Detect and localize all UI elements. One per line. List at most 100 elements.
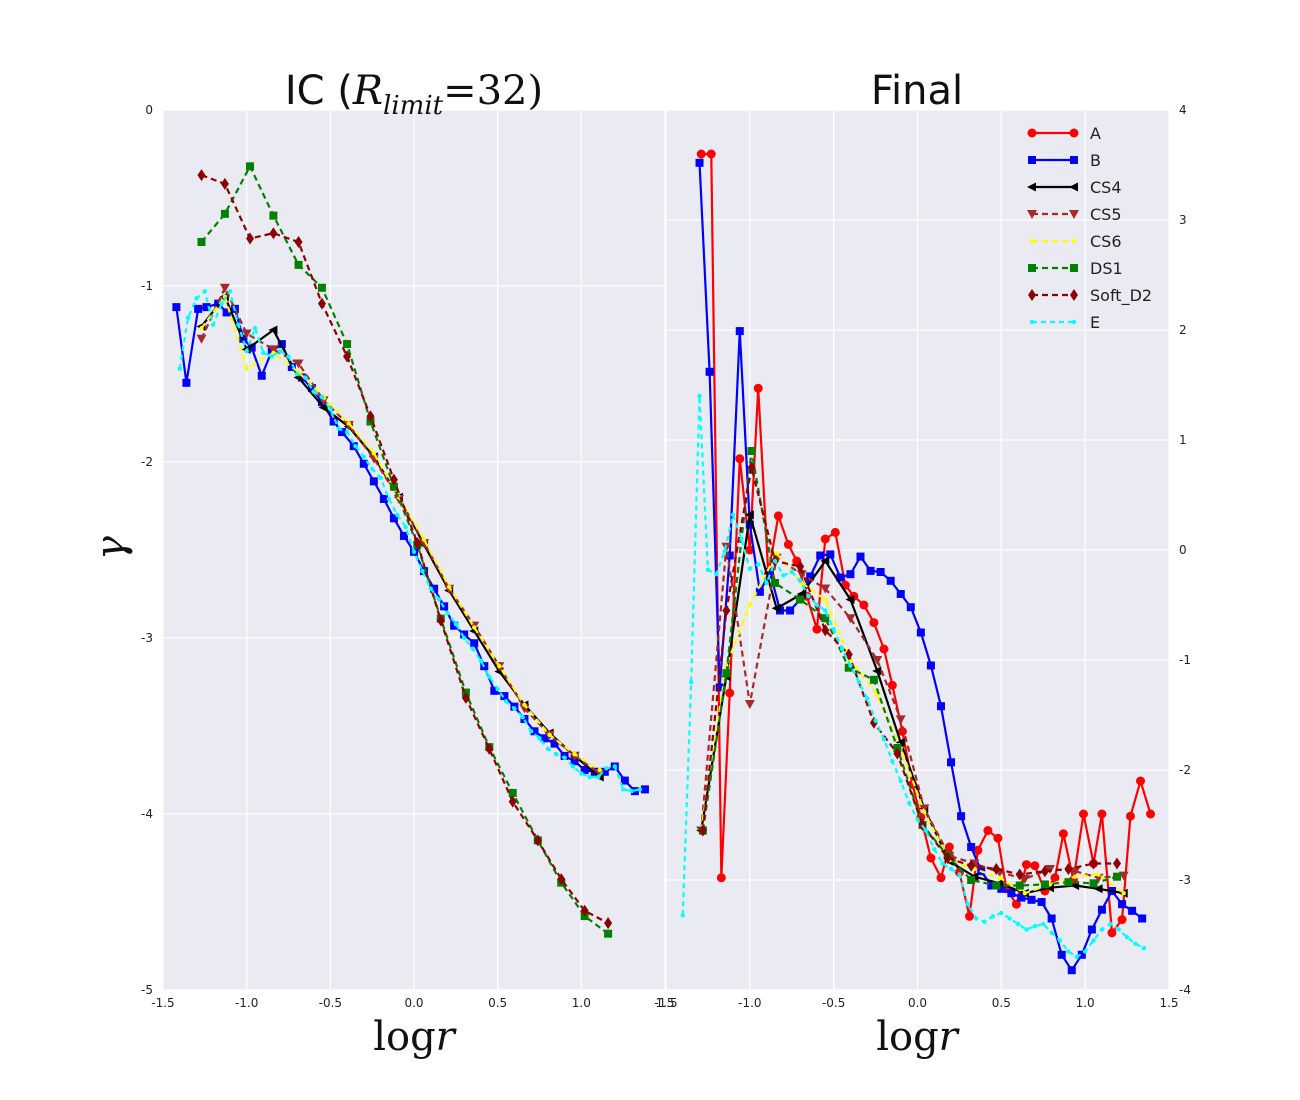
data-point (745, 545, 755, 555)
data-point (317, 297, 326, 310)
legend-item-e: E (1029, 313, 1100, 332)
data-point (923, 828, 929, 833)
data-point (948, 866, 954, 872)
data-point (1040, 865, 1049, 878)
data-point (1047, 914, 1056, 923)
data-point (821, 614, 830, 623)
ic-series (172, 162, 649, 938)
data-point (319, 394, 325, 400)
data-point (705, 367, 714, 376)
data-point (796, 570, 807, 580)
data-point (530, 727, 539, 736)
data-point (227, 289, 233, 294)
ic-x-axis-label: logr (373, 1014, 457, 1060)
data-point (831, 627, 836, 632)
data-point (194, 304, 203, 313)
data-point (460, 630, 469, 639)
data-point (706, 149, 716, 159)
legend-label: CS5 (1090, 205, 1122, 224)
data-point (992, 881, 1001, 890)
data-point (579, 771, 584, 776)
data-point (1024, 927, 1029, 932)
data-point (620, 776, 629, 785)
final-y-tick-label: 2 (1179, 323, 1187, 337)
data-point (503, 699, 509, 704)
data-point (399, 531, 408, 540)
data-point (317, 283, 326, 292)
data-point (872, 656, 883, 665)
final-series-cs5 (696, 542, 1129, 884)
data-point (796, 560, 805, 573)
series-line-ds1 (200, 165, 609, 935)
data-point (338, 428, 347, 437)
legend-marker (1071, 319, 1077, 325)
data-point (999, 910, 1004, 916)
data-point (1138, 914, 1147, 923)
data-point (772, 558, 778, 564)
legend-marker (1027, 182, 1036, 192)
data-point (528, 729, 534, 734)
data-point (478, 658, 484, 664)
data-point (318, 402, 328, 412)
data-point (353, 443, 358, 449)
data-point (1093, 873, 1104, 883)
series-line-soft-d2 (701, 466, 1118, 876)
data-point (329, 417, 338, 426)
data-point (820, 584, 831, 594)
data-point (722, 548, 727, 554)
data-point (1011, 899, 1021, 909)
data-point (219, 301, 224, 306)
data-point (419, 538, 430, 548)
data-point (386, 496, 392, 502)
data-point (774, 551, 779, 556)
data-point (820, 534, 830, 544)
final-y-tick-label: 3 (1179, 213, 1187, 227)
data-point (220, 209, 229, 218)
data-point (497, 663, 502, 669)
data-point (1017, 893, 1026, 902)
legend-label: CS4 (1090, 178, 1122, 197)
data-point (747, 447, 756, 455)
ic-x-tick-label: -1.5 (151, 996, 174, 1010)
data-point (967, 843, 976, 851)
data-point (886, 576, 895, 585)
ic-y-tick-label: -2 (141, 455, 153, 469)
data-point (197, 238, 206, 246)
data-point (344, 429, 350, 435)
data-point (1118, 900, 1127, 909)
legend-label: Soft_D2 (1090, 286, 1152, 306)
data-point (202, 289, 208, 294)
final-x-tick-label: 1.5 (1159, 996, 1178, 1010)
data-point (545, 746, 551, 752)
ic-panel-title: IC (Rlimit=32) (285, 68, 543, 121)
data-point (604, 929, 613, 938)
ic-y-tick-label: -3 (141, 631, 153, 645)
data-point (444, 584, 455, 594)
data-point (336, 426, 341, 431)
data-point (508, 788, 517, 797)
data-point (997, 875, 1002, 880)
data-point (1007, 889, 1016, 898)
data-point (472, 625, 477, 630)
data-point (371, 451, 377, 456)
final-series (680, 149, 1156, 975)
data-point (881, 737, 887, 742)
final-y-tick-label: 1 (1179, 433, 1187, 447)
data-point (450, 621, 459, 630)
final-x-tick-label: 0.0 (908, 996, 927, 1010)
data-point (716, 873, 726, 883)
final-x-tick-label: -0.5 (822, 996, 845, 1010)
data-point (806, 594, 811, 599)
data-point (1064, 878, 1073, 887)
data-point (246, 162, 255, 171)
data-point (522, 702, 527, 708)
data-point (1015, 921, 1021, 927)
data-point (346, 421, 351, 426)
data-point (520, 714, 529, 723)
data-point (876, 568, 885, 576)
data-point (587, 774, 592, 780)
legend-marker (1069, 128, 1079, 138)
data-point (926, 853, 936, 863)
y-axis-label: γ (88, 536, 134, 560)
final-x-axis-label: logr (876, 1014, 960, 1060)
